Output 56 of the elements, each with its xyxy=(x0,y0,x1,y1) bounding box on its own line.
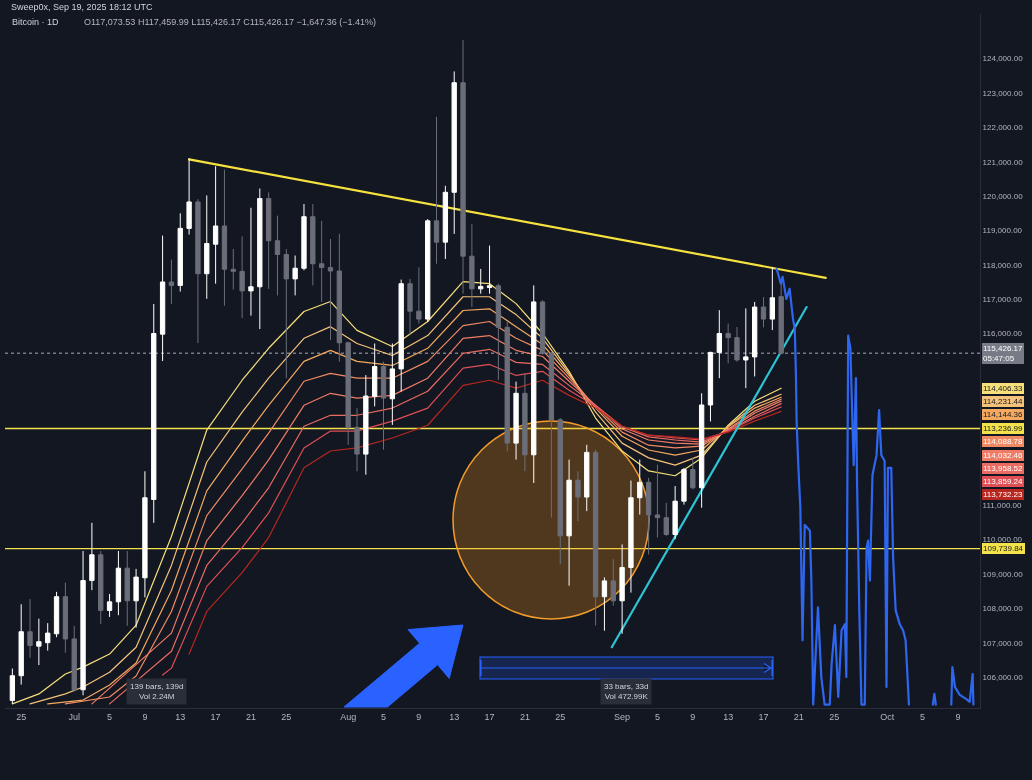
y-tick-label: 117,000.00 xyxy=(982,294,1023,304)
x-tick-label: 17 xyxy=(484,711,495,722)
x-tick-label: 5 xyxy=(920,711,926,722)
y-tick-label: 106,000.00 xyxy=(982,672,1024,682)
text: 113,958.52 xyxy=(983,464,1023,473)
x-tick-label: 21 xyxy=(793,711,804,722)
x-tick-label: 25 xyxy=(16,711,27,722)
x-tick-label: 13 xyxy=(723,711,734,722)
x-tick-label: Jul xyxy=(68,711,80,722)
text: Sweep0x, Sep 19, 2025 18:12 UTC xyxy=(11,2,154,12)
ref-line-label: 113,236.99 xyxy=(983,424,1023,433)
x-tick-label: 5 xyxy=(381,711,387,722)
y-tick-label: 111,000.00 xyxy=(982,501,1022,511)
x-tick-label: 5 xyxy=(107,711,113,722)
x-tick-label: 25 xyxy=(555,711,566,722)
y-tick-label: 122,000.00 xyxy=(982,123,1024,133)
y-tick-label: 118,000.00 xyxy=(982,260,1023,270)
y-tick-label: 110,000.00 xyxy=(982,535,1023,545)
x-tick-label: 13 xyxy=(449,711,460,722)
x-tick-label: 9 xyxy=(955,711,961,722)
y-tick-label: 123,000.00 xyxy=(982,88,1024,98)
y-tick-label: 116,000.00 xyxy=(982,329,1023,339)
text: 114,406.33 xyxy=(983,384,1023,393)
x-tick-label: Sep xyxy=(614,711,631,722)
y-tick-label: 108,000.00 xyxy=(982,604,1024,614)
x-tick-label: 5 xyxy=(654,711,660,722)
text: 114,144.36 xyxy=(983,410,1023,419)
text: 113,859.24 xyxy=(983,477,1023,486)
y-tick-label: 107,000.00 xyxy=(982,638,1024,648)
y-tick-label: 119,000.00 xyxy=(982,226,1023,236)
x-tick-label: 17 xyxy=(758,711,769,722)
ref-line-label: 115,426.17 05:47:05 xyxy=(983,344,1023,364)
text: 114,231.44 xyxy=(983,397,1023,406)
y-tick-label: 109,000.00 xyxy=(982,569,1024,579)
x-tick-label: 9 xyxy=(142,711,148,722)
x-tick-label: 13 xyxy=(175,711,186,722)
text: 114,088.78 xyxy=(983,437,1023,446)
x-tick-label: Oct xyxy=(880,711,895,722)
y-tick-label: 120,000.00 xyxy=(982,191,1024,201)
text: 114,032.46 xyxy=(983,451,1023,460)
annotation: O117,073.53 H117,459.99 L115,426.17 C115,426.17 −1,647.36 (−1.41%) xyxy=(84,17,377,27)
ref-line-label: 109,739.84 xyxy=(983,544,1024,553)
x-tick-label: 9 xyxy=(416,711,422,722)
x-tick-label: 21 xyxy=(245,711,256,722)
y-tick-label: 121,000.00 xyxy=(982,157,1024,167)
x-tick-label: 21 xyxy=(519,711,530,722)
x-tick-label: 25 xyxy=(281,711,292,722)
x-tick-label: Aug xyxy=(340,711,357,722)
x-tick-label: 17 xyxy=(210,711,221,722)
annotation: 33 bars, 33d Vol 472.99K xyxy=(604,682,649,702)
text: 113,732.23 xyxy=(983,490,1023,499)
y-tick-label: 124,000.00 xyxy=(982,54,1024,64)
x-tick-label: 9 xyxy=(690,711,696,722)
chart-title: Bitcoin · 1D xyxy=(12,17,60,28)
annotation: 139 bars, 139d Vol 2.24M xyxy=(130,682,184,702)
x-tick-label: 25 xyxy=(829,711,840,722)
